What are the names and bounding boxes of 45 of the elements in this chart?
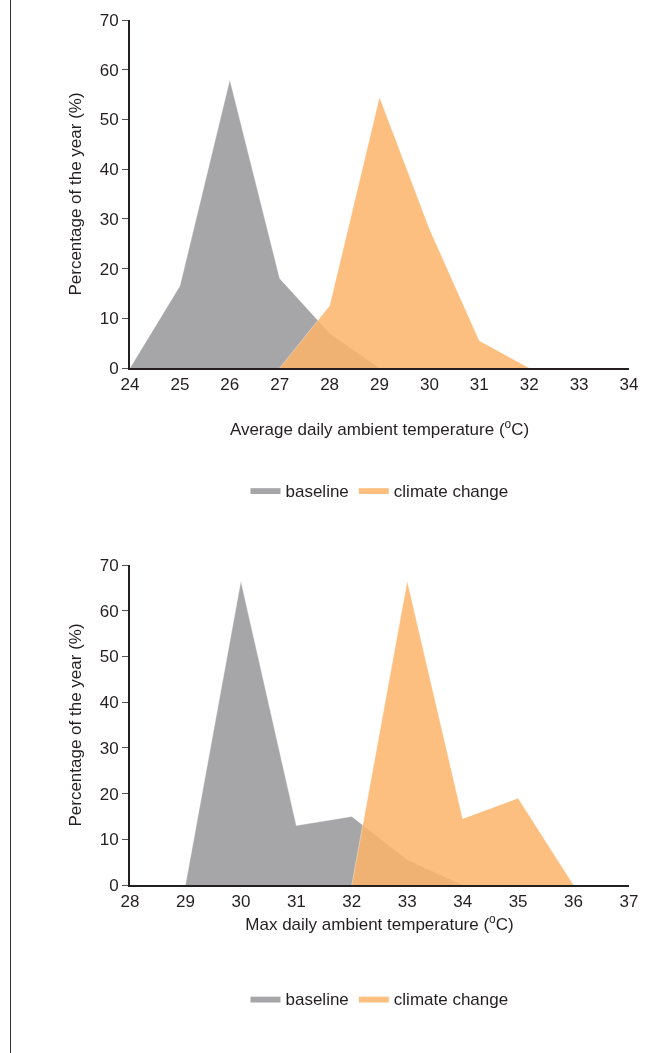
y-tick-label: 10: [99, 830, 119, 850]
y-tick-label: 30: [99, 209, 119, 229]
legend-label: climate change: [393, 481, 509, 501]
x-tick-label: 31: [286, 892, 306, 912]
y-tick-label: 20: [99, 259, 119, 279]
x-tick-label: 33: [569, 375, 589, 395]
y-tick-label: 60: [99, 60, 119, 80]
x-tick-label: 32: [519, 375, 539, 395]
y-tick-label: 40: [99, 693, 119, 713]
x-tick-label: 29: [370, 375, 389, 395]
x-tick-label: 34: [619, 375, 639, 395]
x-tick-label: 26: [220, 375, 240, 395]
x-axis-title: Max daily ambient temperature ($^{o}$C): [245, 912, 514, 935]
x-tick-label: 24: [120, 375, 140, 395]
y-tick-label: 50: [99, 647, 119, 667]
x-tick-label: 32: [342, 892, 362, 912]
y-tick-label: 70: [99, 555, 119, 575]
y-axis-title: Percentage of the year (%): [65, 623, 85, 827]
x-tick-label: 35: [508, 892, 528, 912]
legend-label: baseline: [285, 481, 349, 501]
y-tick-label: 10: [99, 309, 119, 329]
y-tick-label: 0: [109, 875, 119, 895]
y-tick-label: 70: [99, 10, 119, 30]
x-tick-label: 25: [170, 375, 190, 395]
x-tick-label: 34: [453, 892, 473, 912]
y-tick-label: 40: [99, 160, 119, 180]
x-tick-label: 37: [619, 892, 639, 912]
legend-label: climate change: [393, 990, 509, 1010]
x-tick-label: 27: [270, 375, 290, 395]
x-tick-label: 31: [469, 375, 489, 395]
x-tick-label: 30: [231, 892, 251, 912]
x-tick-label: 28: [120, 892, 140, 912]
legend-label: baseline: [285, 990, 349, 1010]
y-tick-label: 60: [99, 601, 119, 621]
y-tick-label: 0: [109, 358, 119, 378]
x-axis-title: Average daily ambient temperature ($^{o}$C): [229, 417, 530, 440]
y-tick-label: 50: [99, 110, 119, 130]
x-tick-label: 28: [320, 375, 340, 395]
y-axis-title: Percentage of the year (%): [65, 92, 85, 296]
x-tick-label: 30: [419, 375, 439, 395]
y-tick-label: 20: [99, 784, 119, 804]
x-tick-label: 36: [564, 892, 584, 912]
x-tick-label: 33: [397, 892, 417, 912]
x-tick-label: 29: [175, 892, 195, 912]
y-tick-label: 30: [99, 738, 119, 758]
